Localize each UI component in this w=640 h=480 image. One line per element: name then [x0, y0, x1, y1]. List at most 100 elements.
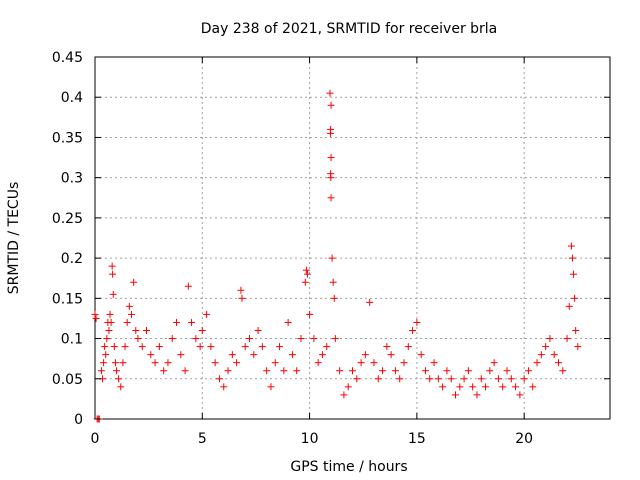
data-point	[112, 367, 120, 375]
data-point	[254, 327, 262, 335]
data-point	[288, 351, 296, 359]
data-point	[383, 343, 391, 351]
data-point	[147, 351, 155, 359]
data-point	[565, 302, 573, 310]
data-point	[198, 327, 206, 335]
data-point	[336, 367, 344, 375]
data-point	[439, 383, 447, 391]
data-point	[516, 391, 524, 399]
data-point	[110, 343, 118, 351]
data-point	[327, 154, 335, 162]
data-point	[123, 318, 131, 326]
data-point	[413, 318, 421, 326]
data-point	[224, 367, 232, 375]
data-point	[207, 343, 215, 351]
data-point	[220, 383, 228, 391]
data-point	[331, 335, 339, 343]
data-point	[250, 351, 258, 359]
data-point	[314, 359, 322, 367]
chart-title: Day 238 of 2021, SRMTID for receiver brl…	[201, 21, 498, 37]
data-point	[357, 359, 365, 367]
data-point	[302, 266, 310, 274]
data-point	[203, 310, 211, 318]
data-point	[568, 254, 576, 262]
data-point	[238, 294, 246, 302]
data-point	[127, 310, 135, 318]
data-point	[323, 343, 331, 351]
data-point	[353, 375, 361, 383]
x-tick-label: 0	[91, 431, 100, 447]
data-point	[196, 343, 204, 351]
data-point	[91, 310, 99, 318]
x-tick-label: 15	[408, 431, 426, 447]
data-point	[160, 367, 168, 375]
x-axis-label: GPS time / hours	[290, 459, 407, 475]
data-point	[102, 351, 110, 359]
data-point	[555, 359, 562, 367]
data-point	[318, 351, 326, 359]
data-point	[443, 367, 451, 375]
data-point	[130, 278, 138, 286]
data-point	[303, 270, 311, 278]
data-point	[550, 351, 558, 359]
data-point	[490, 359, 498, 367]
data-point	[233, 359, 241, 367]
data-point	[115, 375, 123, 383]
y-tick-label: 0.1	[61, 332, 83, 348]
data-point	[241, 343, 249, 351]
data-point	[246, 335, 253, 343]
data-point	[404, 343, 412, 351]
data-point	[327, 174, 335, 182]
y-tick-label: 0.35	[52, 130, 83, 146]
data-point	[361, 351, 369, 359]
data-point	[426, 375, 434, 383]
data-point	[211, 359, 219, 367]
data-point	[512, 383, 520, 391]
data-point	[119, 359, 127, 367]
data-point	[486, 367, 494, 375]
data-point	[469, 383, 477, 391]
data-point	[330, 294, 338, 302]
data-point	[409, 327, 417, 335]
data-point	[263, 367, 271, 375]
data-point	[494, 375, 502, 383]
data-point	[477, 375, 485, 383]
x-tick-label: 10	[301, 431, 319, 447]
x-tick-label: 5	[198, 431, 207, 447]
data-point	[328, 254, 336, 262]
data-point	[460, 375, 468, 383]
data-point	[370, 359, 378, 367]
data-point	[267, 383, 275, 391]
data-point	[452, 391, 459, 399]
data-point	[447, 375, 455, 383]
data-point	[215, 375, 223, 383]
data-point	[109, 270, 117, 278]
data-point	[391, 367, 399, 375]
data-point	[537, 351, 545, 359]
y-tick-label: 0.45	[52, 50, 83, 66]
data-point	[132, 327, 140, 335]
data-point	[434, 375, 442, 383]
data-point	[306, 310, 314, 318]
data-point	[105, 327, 113, 335]
data-point	[106, 310, 114, 318]
y-tick-label: 0.4	[61, 90, 83, 106]
y-axis-label: SRMTID / TECUs	[6, 182, 22, 295]
y-tick-label: 0.25	[52, 211, 83, 227]
data-point	[237, 286, 245, 294]
data-point	[571, 294, 579, 302]
data-point	[100, 359, 108, 367]
data-point	[349, 367, 356, 375]
data-point	[456, 383, 464, 391]
data-point	[366, 298, 374, 306]
data-point	[482, 383, 490, 391]
data-point	[327, 194, 335, 202]
data-point	[280, 367, 288, 375]
data-point	[574, 343, 582, 351]
data-point	[125, 302, 133, 310]
y-tick-label: 0.2	[61, 251, 83, 267]
grid	[95, 57, 610, 419]
data-point	[97, 367, 105, 375]
data-point	[503, 367, 511, 375]
